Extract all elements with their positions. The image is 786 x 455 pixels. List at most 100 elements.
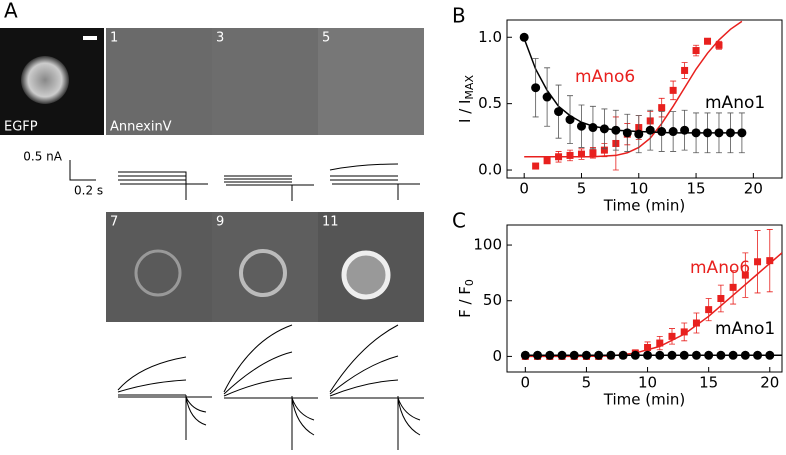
point — [532, 162, 540, 170]
y-axis-label-main: F / F — [456, 286, 474, 318]
point — [704, 350, 714, 360]
point — [589, 149, 597, 157]
image — [106, 28, 212, 135]
point — [576, 121, 586, 131]
point — [704, 37, 712, 45]
point — [569, 350, 579, 360]
point — [679, 350, 689, 360]
point — [741, 271, 749, 279]
point — [533, 350, 543, 360]
point — [565, 115, 575, 125]
point — [611, 125, 621, 135]
x-tick-label: 0 — [519, 180, 529, 198]
point — [680, 328, 688, 336]
scale-label: 0.2 s — [74, 184, 103, 198]
x-tick-label: 10 — [638, 374, 657, 392]
point — [658, 104, 666, 112]
x-tick-label: 0 — [521, 374, 531, 392]
point — [600, 146, 608, 154]
plot-frame — [506, 224, 783, 373]
scale-label: 0.5 nA — [23, 150, 63, 164]
point — [703, 128, 713, 138]
point — [555, 153, 563, 161]
point — [737, 128, 747, 138]
image — [212, 212, 318, 322]
point — [691, 128, 701, 138]
point — [599, 124, 609, 134]
point — [729, 283, 737, 291]
x-tick-label: 5 — [577, 180, 587, 198]
x-tick-label: 10 — [629, 180, 648, 198]
panel-label: A — [4, 0, 18, 23]
point — [692, 47, 700, 55]
series-label: mAno1 — [705, 93, 765, 113]
image-label: AnnexinV — [110, 120, 172, 135]
y-axis-label: F / F0 — [456, 279, 477, 318]
trace-scale — [69, 160, 96, 181]
point — [531, 83, 541, 93]
point — [680, 125, 690, 135]
x-tick-label: 15 — [699, 374, 718, 392]
point — [765, 350, 775, 360]
point — [557, 350, 567, 360]
point — [594, 350, 604, 360]
y-tick-label: 50 — [483, 291, 502, 309]
x-tick-label: 5 — [582, 374, 592, 392]
y-axis-label-main: I / I — [456, 100, 474, 123]
y-axis-label-sub: MAX — [463, 75, 476, 100]
fit-line — [523, 38, 742, 134]
cell — [134, 249, 182, 297]
point — [668, 332, 676, 340]
frame-label: 9 — [216, 215, 224, 230]
point — [542, 92, 552, 102]
y-axis-label: I / IMAX — [456, 75, 477, 123]
y-tick-label: 0.5 — [478, 94, 502, 112]
point — [644, 344, 652, 351]
y-tick-label: 100 — [473, 236, 502, 254]
point — [645, 125, 655, 135]
series-label: mAno6 — [690, 258, 750, 278]
point — [545, 350, 555, 360]
point — [634, 129, 644, 139]
image-label: EGFP — [4, 120, 38, 135]
panel-label: C — [452, 209, 466, 233]
traces — [117, 163, 424, 450]
point — [588, 123, 598, 133]
point — [630, 350, 640, 360]
point — [618, 350, 628, 360]
x-tick-label: 20 — [744, 180, 763, 198]
scale-bar — [83, 36, 97, 40]
frame-label: 7 — [110, 215, 118, 230]
point — [643, 350, 653, 360]
cell — [21, 56, 69, 104]
point — [753, 350, 763, 360]
frame-label: 3 — [216, 31, 224, 46]
point — [577, 150, 585, 158]
y-tick-label: 0 — [492, 347, 502, 365]
y-tick-label: 1.0 — [478, 28, 502, 46]
y-tick-label: 0.0 — [478, 161, 502, 179]
point — [566, 151, 574, 159]
x-tick-label: 20 — [760, 374, 779, 392]
image — [212, 28, 318, 135]
point — [554, 107, 564, 117]
point — [667, 350, 677, 360]
x-tick-label: 15 — [687, 180, 706, 198]
point — [716, 350, 726, 360]
frame-label: 5 — [322, 31, 330, 46]
point — [705, 306, 713, 314]
point — [766, 257, 774, 265]
point — [543, 157, 551, 165]
point — [657, 127, 667, 137]
point — [754, 258, 762, 266]
point — [714, 128, 724, 138]
point — [740, 350, 750, 360]
panel-label: B — [452, 4, 466, 28]
cell — [239, 249, 287, 297]
point — [691, 350, 701, 360]
cell — [341, 250, 391, 300]
point — [715, 41, 723, 49]
series-label: mAno1 — [715, 319, 775, 339]
